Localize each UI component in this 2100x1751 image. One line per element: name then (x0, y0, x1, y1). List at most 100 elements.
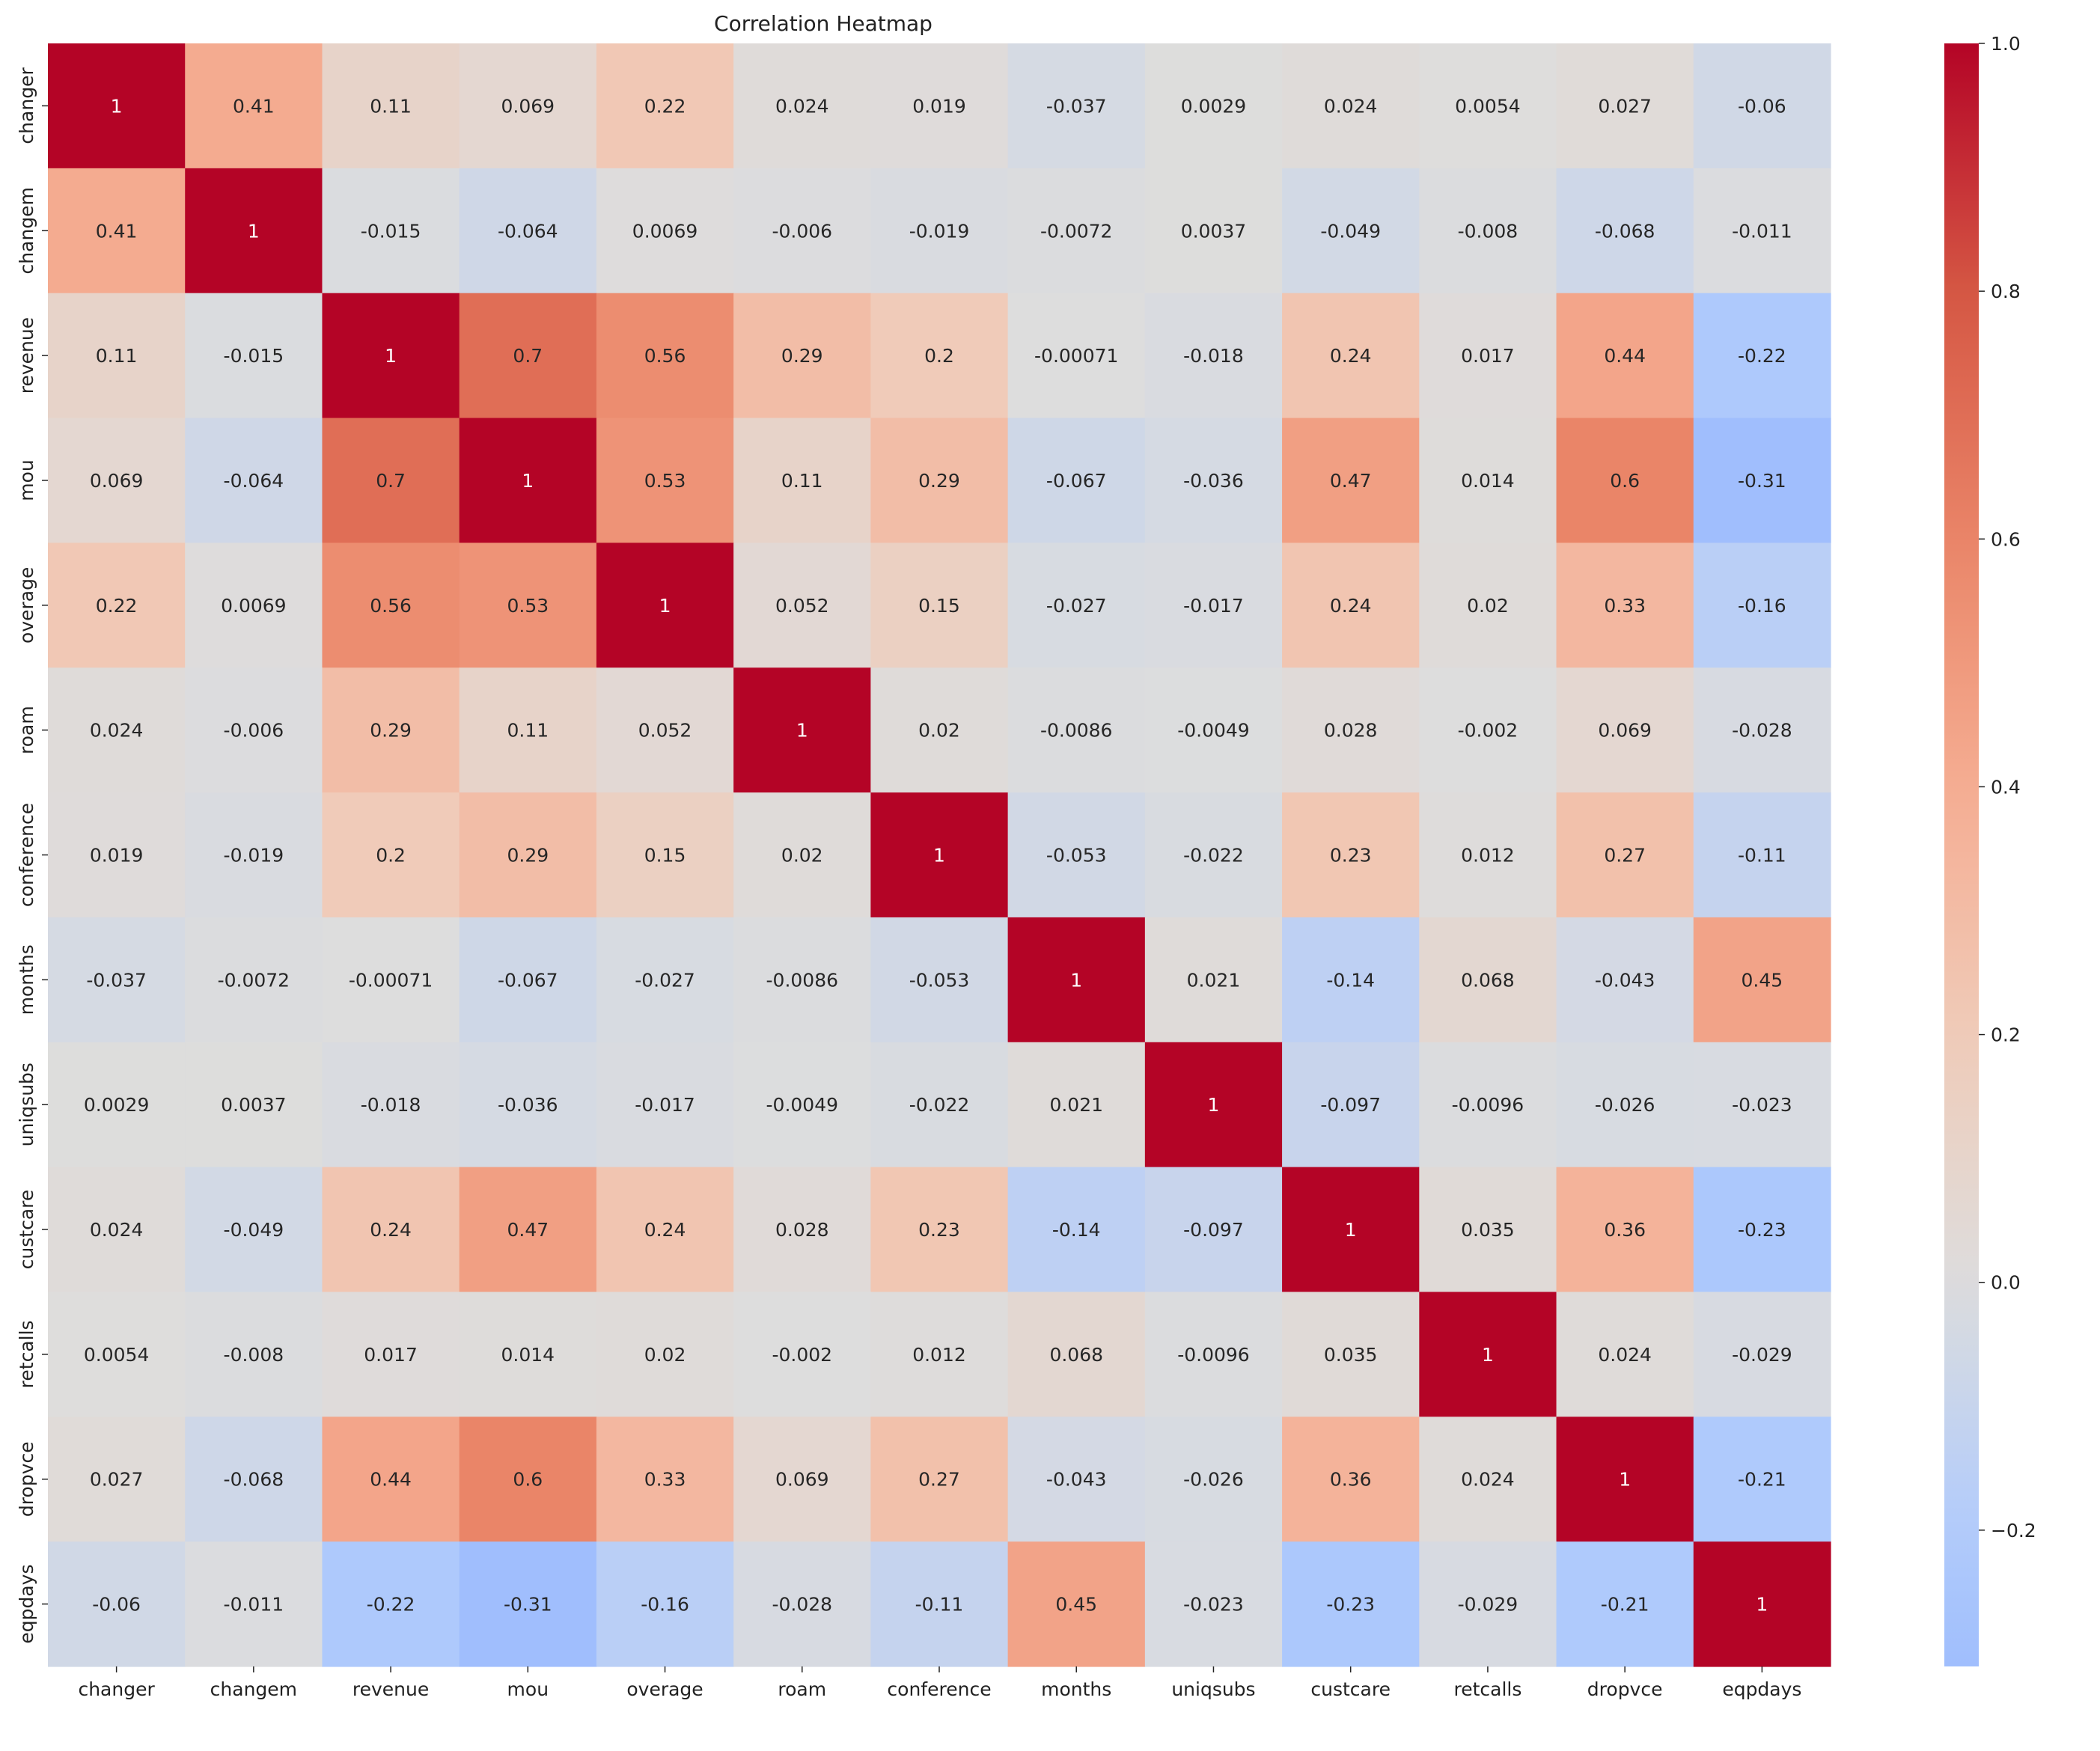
cell-value-label: -0.0086 (766, 969, 839, 991)
cell-value-label: 0.068 (1461, 969, 1515, 991)
cell-value-label: -0.049 (1320, 220, 1381, 242)
x-tick-label: eqpdays (1722, 1678, 1801, 1700)
x-tick-label: uniqsubs (1171, 1678, 1255, 1700)
cell-value-label: 0.45 (1742, 969, 1783, 991)
cell-value-label: -0.026 (1595, 1094, 1655, 1116)
heatmap-cell (733, 418, 871, 543)
colorbar-tick-label: −0.2 (1991, 1520, 2036, 1541)
cell-value-label: -0.31 (504, 1594, 552, 1616)
y-axis-ticks: changer changem revenue mou overage roam confe… (16, 67, 48, 1644)
cell-value-label: 0.014 (501, 1344, 555, 1366)
heatmap-cell (322, 917, 460, 1043)
cell-value-label: 1 (385, 345, 397, 367)
cell-value-label: -0.036 (1183, 470, 1244, 492)
cell-value-label: 0.45 (1055, 1594, 1097, 1616)
cell-value-label: -0.018 (361, 1094, 421, 1116)
heatmap-cell (1556, 1042, 1694, 1168)
heatmap-cell (1282, 168, 1420, 294)
heatmap-cell (185, 667, 323, 793)
heatmap-cell (870, 418, 1009, 543)
cell-value-label: -0.037 (1046, 95, 1107, 117)
cell-value-label: 0.23 (918, 1219, 960, 1241)
heatmap-cell (1693, 917, 1831, 1043)
x-tick-label: mou (507, 1678, 549, 1700)
heatmap-cell (322, 293, 460, 419)
cell-value-label: 0.56 (370, 595, 412, 617)
heatmap-cell (1282, 792, 1420, 918)
heatmap-cell (870, 1541, 1009, 1667)
x-tick-label: roam (778, 1678, 826, 1700)
heatmap-cell (185, 168, 323, 294)
heatmap-cell (733, 667, 871, 793)
cell-value-label: 0.0054 (1455, 95, 1520, 117)
heatmap-cell (1693, 543, 1831, 668)
cell-value-label: 0.47 (1330, 470, 1372, 492)
cell-value-label: -0.23 (1738, 1219, 1786, 1241)
cell-value-label: -0.11 (1738, 845, 1786, 867)
heatmap-cell (733, 1541, 871, 1667)
heatmap-cell (459, 667, 597, 793)
heatmap-cell (459, 543, 597, 668)
heatmap-cell (1419, 418, 1557, 543)
heatmap-cell (322, 543, 460, 668)
cell-value-label: -0.067 (1046, 470, 1107, 492)
x-tick-label: revenue (352, 1678, 429, 1700)
cell-value-label: 0.2 (376, 845, 406, 867)
heatmap-cell (48, 917, 186, 1043)
heatmap-cell (596, 1417, 734, 1542)
cell-value-label: -0.015 (361, 220, 421, 242)
heatmap-cell (1693, 293, 1831, 419)
heatmap-cell (1693, 1167, 1831, 1293)
cell-value-label: 0.0054 (84, 1344, 149, 1366)
cell-value-label: -0.011 (1732, 220, 1792, 242)
cell-value-label: 0.02 (918, 720, 960, 742)
x-tick-label: months (1041, 1678, 1111, 1700)
cell-value-label: -0.097 (1320, 1094, 1381, 1116)
heatmap-cell (1144, 1042, 1283, 1168)
heatmap-cell (1419, 1167, 1557, 1293)
cell-value-label: -0.011 (224, 1594, 284, 1616)
heatmap-cell (1144, 917, 1283, 1043)
colorbar-tick-label: 0.8 (1991, 281, 2021, 302)
cell-value-label: -0.31 (1738, 470, 1786, 492)
cell-value-label: 0.027 (90, 1469, 144, 1491)
cell-value-label: -0.026 (1183, 1469, 1244, 1491)
heatmap-cell (1007, 293, 1146, 419)
heatmap-cell (1693, 1417, 1831, 1542)
heatmap-cell (322, 418, 460, 543)
heatmap-cell (1419, 917, 1557, 1043)
cell-value-label: 0.53 (644, 470, 686, 492)
y-tick-label: retcalls (16, 1320, 37, 1388)
colorbar-tick-label: 0.2 (1991, 1024, 2021, 1046)
heatmap-cell (870, 917, 1009, 1043)
heatmap-cell (1282, 1167, 1420, 1293)
cell-value-label: 0.47 (507, 1219, 549, 1241)
heatmap-cell (1693, 43, 1831, 169)
cell-value-label: -0.064 (498, 220, 558, 242)
cell-value-label: 0.02 (644, 1344, 686, 1366)
colorbar: 1.0 0.8 0.6 0.4 0.2 0.0 −0.2 (1944, 33, 2036, 1666)
y-tick-label: dropvce (16, 1441, 37, 1517)
cell-value-label: 0.069 (1598, 720, 1652, 742)
cell-value-label: -0.043 (1046, 1469, 1107, 1491)
heatmap-cell (322, 168, 460, 294)
cell-value-label: -0.049 (224, 1219, 284, 1241)
cell-value-label: 0.22 (644, 95, 686, 117)
heatmap-cell (1144, 543, 1283, 668)
y-tick-label: custcare (16, 1190, 37, 1270)
cell-value-label: 0.36 (1604, 1219, 1646, 1241)
cell-value-label: 0.7 (376, 470, 406, 492)
cell-value-label: 0.24 (1330, 595, 1372, 617)
cell-value-label: 1 (1619, 1469, 1631, 1491)
heatmap-cell (733, 1292, 871, 1417)
y-tick-label: uniqsubs (16, 1063, 37, 1146)
heatmap-cell (1556, 1292, 1694, 1417)
cell-value-label: 1 (1345, 1219, 1357, 1241)
heatmap-cell (1556, 917, 1694, 1043)
heatmap-cell (1419, 1417, 1557, 1542)
heatmap-cell (596, 792, 734, 918)
cell-value-label: 0.017 (1461, 345, 1515, 367)
cell-value-label: -0.019 (909, 220, 970, 242)
heatmap-cell (185, 1292, 323, 1417)
